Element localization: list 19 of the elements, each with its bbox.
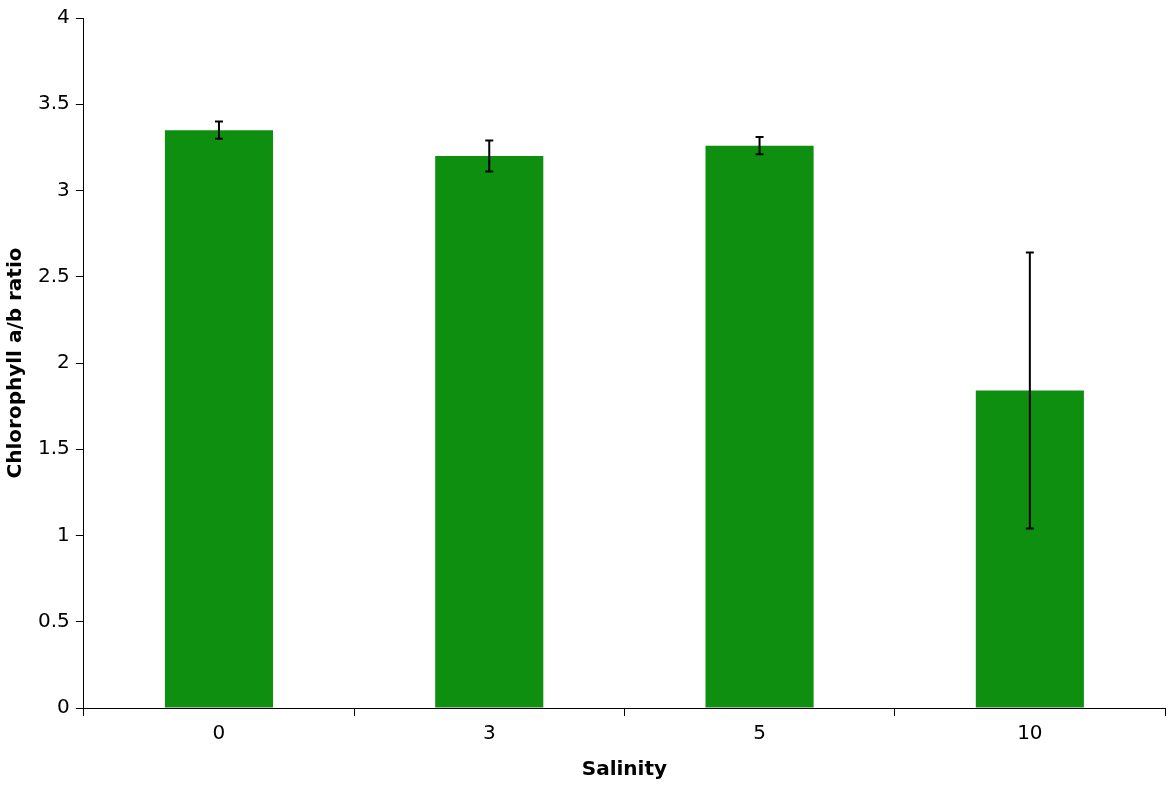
bar xyxy=(435,156,544,708)
bar xyxy=(164,130,274,708)
y-tick-label: 1.5 xyxy=(37,435,70,460)
y-tick-label: 0.5 xyxy=(37,607,70,632)
bar xyxy=(705,145,814,708)
y-tick-label: 3 xyxy=(57,176,70,201)
x-tick-label: 0 xyxy=(212,720,226,745)
y-tick-label: 1 xyxy=(57,521,70,546)
y-tick-label: 4 xyxy=(57,4,70,29)
x-axis-title: Salinity xyxy=(581,756,668,781)
y-tick-label: 0 xyxy=(57,694,70,719)
x-tick-label: 3 xyxy=(482,720,496,745)
y-axis-title: Chlorophyll a/b ratio xyxy=(2,247,27,479)
y-tick-label: 3.5 xyxy=(37,90,70,115)
x-tick-label: 10 xyxy=(1017,720,1043,745)
y-tick-label: 2.5 xyxy=(37,262,70,287)
y-tick-label: 2 xyxy=(57,349,70,374)
bar xyxy=(975,390,1084,708)
x-tick-label: 5 xyxy=(753,720,766,745)
